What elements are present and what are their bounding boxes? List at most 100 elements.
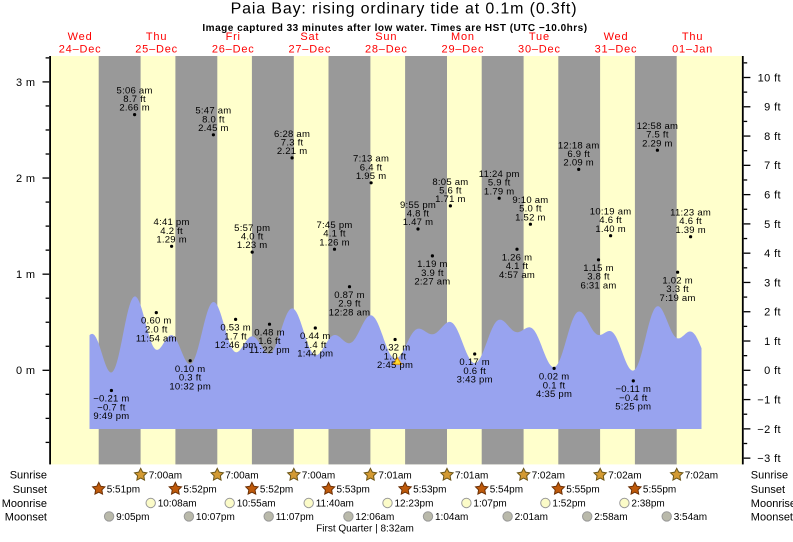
svg-text:1:04am: 1:04am [435,512,468,523]
svg-text:2 ft: 2 ft [764,307,781,319]
svg-text:0.48 m: 0.48 m [254,327,285,338]
svg-text:9:05pm: 9:05pm [116,512,149,523]
svg-text:12:58 am: 12:58 am [637,121,679,132]
svg-text:28–Dec: 28–Dec [365,44,408,56]
svg-text:Wed: Wed [68,31,93,43]
svg-text:1.26 m: 1.26 m [502,252,533,263]
svg-text:1.40 m: 1.40 m [595,224,626,235]
svg-text:−3 ft: −3 ft [757,453,781,465]
svg-text:Moonset: Moonset [751,511,793,523]
svg-text:4.1 ft: 4.1 ft [506,261,529,272]
svg-text:5.9 ft: 5.9 ft [488,178,511,189]
svg-text:5:47 am: 5:47 am [195,106,231,117]
svg-text:2:58am: 2:58am [594,512,627,523]
svg-text:1.47 m: 1.47 m [403,217,434,228]
svg-text:7:02am: 7:02am [532,471,565,482]
svg-text:1.79 m: 1.79 m [484,186,515,197]
svg-text:1:44 pm: 1:44 pm [297,349,333,360]
svg-text:−0.11 m: −0.11 m [615,384,651,395]
svg-text:0.3 ft: 0.3 ft [179,373,202,384]
svg-text:1.02 m: 1.02 m [662,275,693,286]
svg-text:6.4 ft: 6.4 ft [360,162,383,173]
svg-text:Sunset: Sunset [13,484,47,496]
svg-text:30–Dec: 30–Dec [518,44,561,56]
svg-text:2.09 m: 2.09 m [563,158,594,169]
svg-text:1.23 m: 1.23 m [237,240,268,251]
svg-text:−0.21 m: −0.21 m [93,394,129,405]
svg-text:3 ft: 3 ft [764,277,781,289]
svg-text:−0.4 ft: −0.4 ft [619,393,648,404]
svg-text:Sunset: Sunset [751,484,785,496]
svg-text:7 ft: 7 ft [764,160,781,172]
svg-text:5.6 ft: 5.6 ft [439,185,462,196]
svg-text:5.0 ft: 5.0 ft [519,204,542,215]
svg-text:0.32 m: 0.32 m [380,343,411,354]
svg-text:First Quarter | 8:32am: First Quarter | 8:32am [316,524,414,535]
svg-text:5:52pm: 5:52pm [260,485,293,496]
svg-text:5:52pm: 5:52pm [183,485,216,496]
svg-text:11:23 am: 11:23 am [670,208,711,219]
svg-text:0.44 m: 0.44 m [300,331,331,342]
svg-text:3.9 ft: 3.9 ft [421,268,444,279]
svg-text:4.6 ft: 4.6 ft [599,215,622,226]
svg-text:6 ft: 6 ft [764,190,781,202]
svg-text:1.4 ft: 1.4 ft [304,340,327,351]
svg-text:2.45 m: 2.45 m [198,123,229,134]
svg-text:5:54pm: 5:54pm [490,485,523,496]
svg-text:1.29 m: 1.29 m [156,234,187,245]
svg-text:4.8 ft: 4.8 ft [407,209,430,220]
svg-text:9:55 pm: 9:55 pm [400,200,436,211]
svg-text:0.02 m: 0.02 m [539,372,570,383]
svg-text:Sun: Sun [375,31,397,43]
svg-text:2:27 am: 2:27 am [414,277,450,288]
svg-text:12:18 am: 12:18 am [558,140,600,151]
svg-text:2.29 m: 2.29 m [642,138,673,149]
svg-text:25–Dec: 25–Dec [135,44,178,56]
svg-text:Moonrise: Moonrise [751,498,793,510]
svg-text:Tue: Tue [529,31,550,43]
svg-text:1.52 m: 1.52 m [515,212,546,223]
svg-text:5:57 pm: 5:57 pm [234,223,270,234]
svg-text:8 ft: 8 ft [764,131,781,143]
svg-text:12:23pm: 12:23pm [395,499,434,510]
svg-text:2 m: 2 m [16,173,36,185]
svg-text:31–Dec: 31–Dec [595,44,638,56]
svg-text:2.21 m: 2.21 m [277,146,308,157]
svg-text:10:08am: 10:08am [158,499,197,510]
svg-text:Paia Bay: rising ordinary tid: Paia Bay: rising ordinary tide at 0.1m (… [231,1,578,18]
svg-text:8.0 ft: 8.0 ft [202,114,225,125]
svg-text:0.60 m: 0.60 m [141,316,172,327]
svg-text:Sat: Sat [300,31,319,43]
svg-text:7:02am: 7:02am [608,471,641,482]
svg-text:1.0 ft: 1.0 ft [384,351,407,362]
svg-text:0.1 ft: 0.1 ft [543,380,566,391]
svg-text:1.39 m: 1.39 m [675,225,706,236]
svg-text:6.9 ft: 6.9 ft [567,149,590,160]
svg-text:5:55pm: 5:55pm [643,485,676,496]
svg-text:2.66 m: 2.66 m [119,103,150,114]
svg-text:4.0 ft: 4.0 ft [241,232,264,243]
svg-text:1 ft: 1 ft [764,336,781,348]
svg-text:1:52pm: 1:52pm [552,499,585,510]
svg-text:−1 ft: −1 ft [757,395,781,407]
svg-text:2:38pm: 2:38pm [631,499,664,510]
svg-text:12:06am: 12:06am [355,512,394,523]
svg-text:1.71 m: 1.71 m [435,194,466,205]
svg-text:2:45 pm: 2:45 pm [377,360,413,371]
svg-text:0.6 ft: 0.6 ft [463,366,486,377]
svg-text:Moonrise: Moonrise [2,498,47,510]
svg-text:6:28 am: 6:28 am [274,129,310,140]
svg-text:0 m: 0 m [16,365,36,377]
svg-text:7:02am: 7:02am [685,471,718,482]
svg-text:5:25 pm: 5:25 pm [615,402,651,413]
svg-text:11:24 pm: 11:24 pm [479,169,520,180]
svg-text:Image captured 33 minutes afte: Image captured 33 minutes after low wate… [202,23,587,34]
svg-text:4.2 ft: 4.2 ft [160,226,183,237]
svg-text:10:07pm: 10:07pm [196,512,235,523]
svg-text:12:46 pm: 12:46 pm [215,340,257,351]
svg-text:9:49 pm: 9:49 pm [93,411,129,422]
svg-text:Moonset: Moonset [5,511,47,523]
svg-text:1.6 ft: 1.6 ft [258,336,281,347]
svg-text:3:54am: 3:54am [674,512,707,523]
svg-text:9 ft: 9 ft [764,102,781,114]
